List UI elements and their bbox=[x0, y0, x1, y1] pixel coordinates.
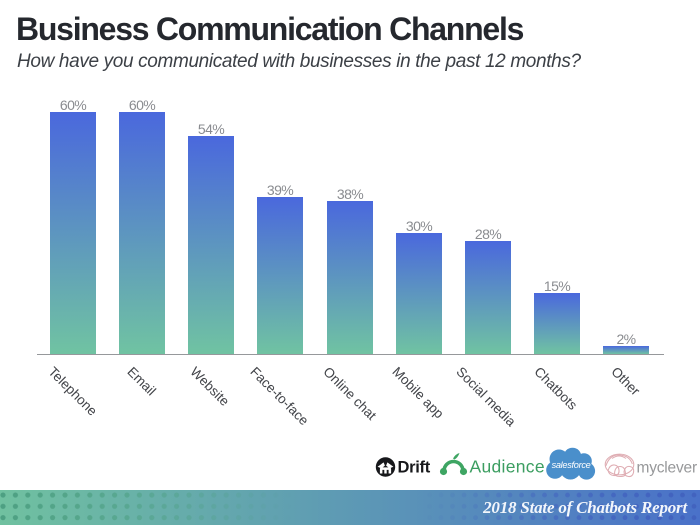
svg-text:Audience: Audience bbox=[470, 457, 545, 477]
svg-text:2018 State of Chatbots Report: 2018 State of Chatbots Report bbox=[482, 498, 688, 517]
svg-text:myclever: myclever bbox=[637, 459, 697, 476]
svg-text:Drift: Drift bbox=[398, 459, 431, 477]
svg-text:salesforce: salesforce bbox=[552, 460, 591, 470]
